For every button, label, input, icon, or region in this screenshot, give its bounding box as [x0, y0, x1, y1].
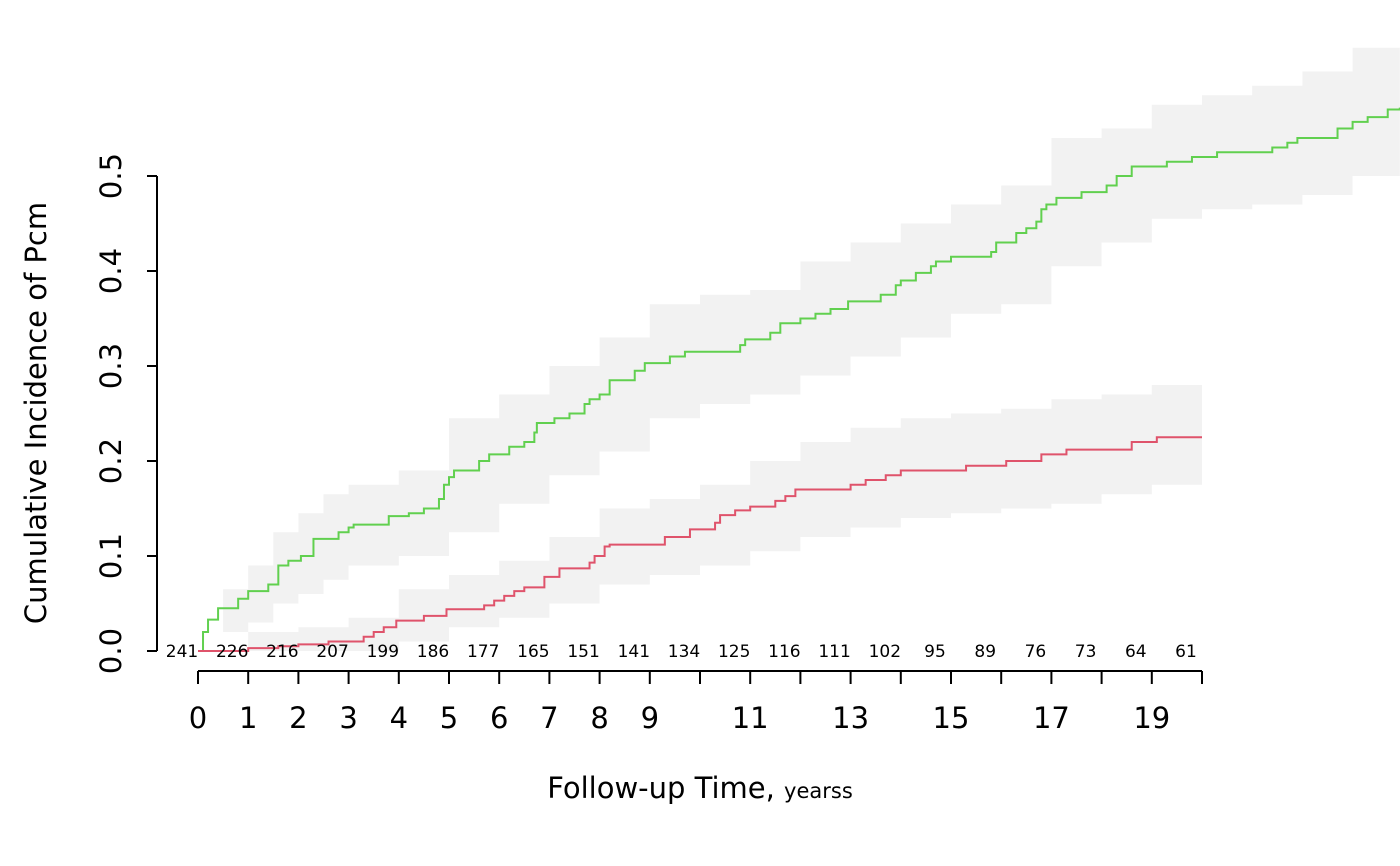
confidence-band — [198, 43, 1400, 651]
y-tick-label: 0.1 — [94, 533, 128, 579]
x-tick-label: 2 — [289, 701, 307, 735]
x-tick-label: 7 — [540, 701, 558, 735]
x-tick-label: 6 — [490, 701, 508, 735]
x-tick-label: 17 — [1033, 701, 1070, 735]
at-risk-label: 95 — [924, 642, 946, 662]
at-risk-label: 177 — [467, 642, 499, 662]
at-risk-label: 216 — [266, 642, 298, 662]
x-tick-label: 1 — [239, 701, 257, 735]
x-tick-label: 9 — [641, 701, 659, 735]
at-risk-label: 102 — [869, 642, 901, 662]
at-risk-label: 151 — [567, 642, 599, 662]
x-axis-label-unit: yearss — [784, 779, 853, 803]
x-tick-label: 4 — [390, 701, 408, 735]
at-risk-label: 125 — [718, 642, 750, 662]
at-risk-label: 241 — [166, 642, 198, 662]
at-risk-label: 186 — [417, 642, 449, 662]
at-risk-label: 134 — [668, 642, 700, 662]
at-risk-label: 141 — [618, 642, 650, 662]
at-risk-label: 165 — [517, 642, 549, 662]
x-tick-label: 5 — [440, 701, 458, 735]
at-risk-label: 226 — [216, 642, 248, 662]
incidence-curve — [198, 436, 1202, 652]
x-tick-label: 13 — [832, 701, 869, 735]
y-axis-label: Cumulative Incidence of Pcm — [19, 202, 53, 624]
y-tick-label: 0.5 — [94, 153, 128, 199]
x-tick-label: 8 — [590, 701, 608, 735]
at-risk-label: 89 — [974, 642, 996, 662]
at-risk-label: 64 — [1125, 642, 1147, 662]
bands — [198, 43, 1400, 651]
at-risk-label: 199 — [367, 642, 399, 662]
y-tick-label: 0.4 — [94, 248, 128, 294]
confidence-band — [198, 380, 1202, 651]
x-tick-label: 15 — [933, 701, 970, 735]
incidence-curve — [198, 107, 1400, 652]
x-tick-label: 19 — [1133, 701, 1170, 735]
y-tick-label: 0.3 — [94, 343, 128, 389]
at-risk-label: 76 — [1025, 642, 1047, 662]
x-axis-label-main: Follow-up Time, — [547, 771, 775, 805]
lines — [198, 107, 1400, 652]
axes: 0.00.10.20.30.40.50 1 2 3 4 5 6 7 8 9 11 13 15 17 1924… — [94, 153, 1203, 735]
y-tick-label: 0.2 — [94, 438, 128, 484]
x-tick-label: 11 — [732, 701, 769, 735]
at-risk-label: 116 — [768, 642, 800, 662]
at-risk-label: 207 — [316, 642, 348, 662]
x-tick-label: 0 — [189, 701, 207, 735]
x-axis-label: Follow-up Time, yearss — [547, 771, 853, 805]
at-risk-label: 61 — [1175, 642, 1197, 662]
at-risk-label: 111 — [818, 642, 850, 662]
x-tick-label: 3 — [339, 701, 357, 735]
y-tick-label: 0.0 — [94, 628, 128, 674]
at-risk-label: 73 — [1075, 642, 1097, 662]
